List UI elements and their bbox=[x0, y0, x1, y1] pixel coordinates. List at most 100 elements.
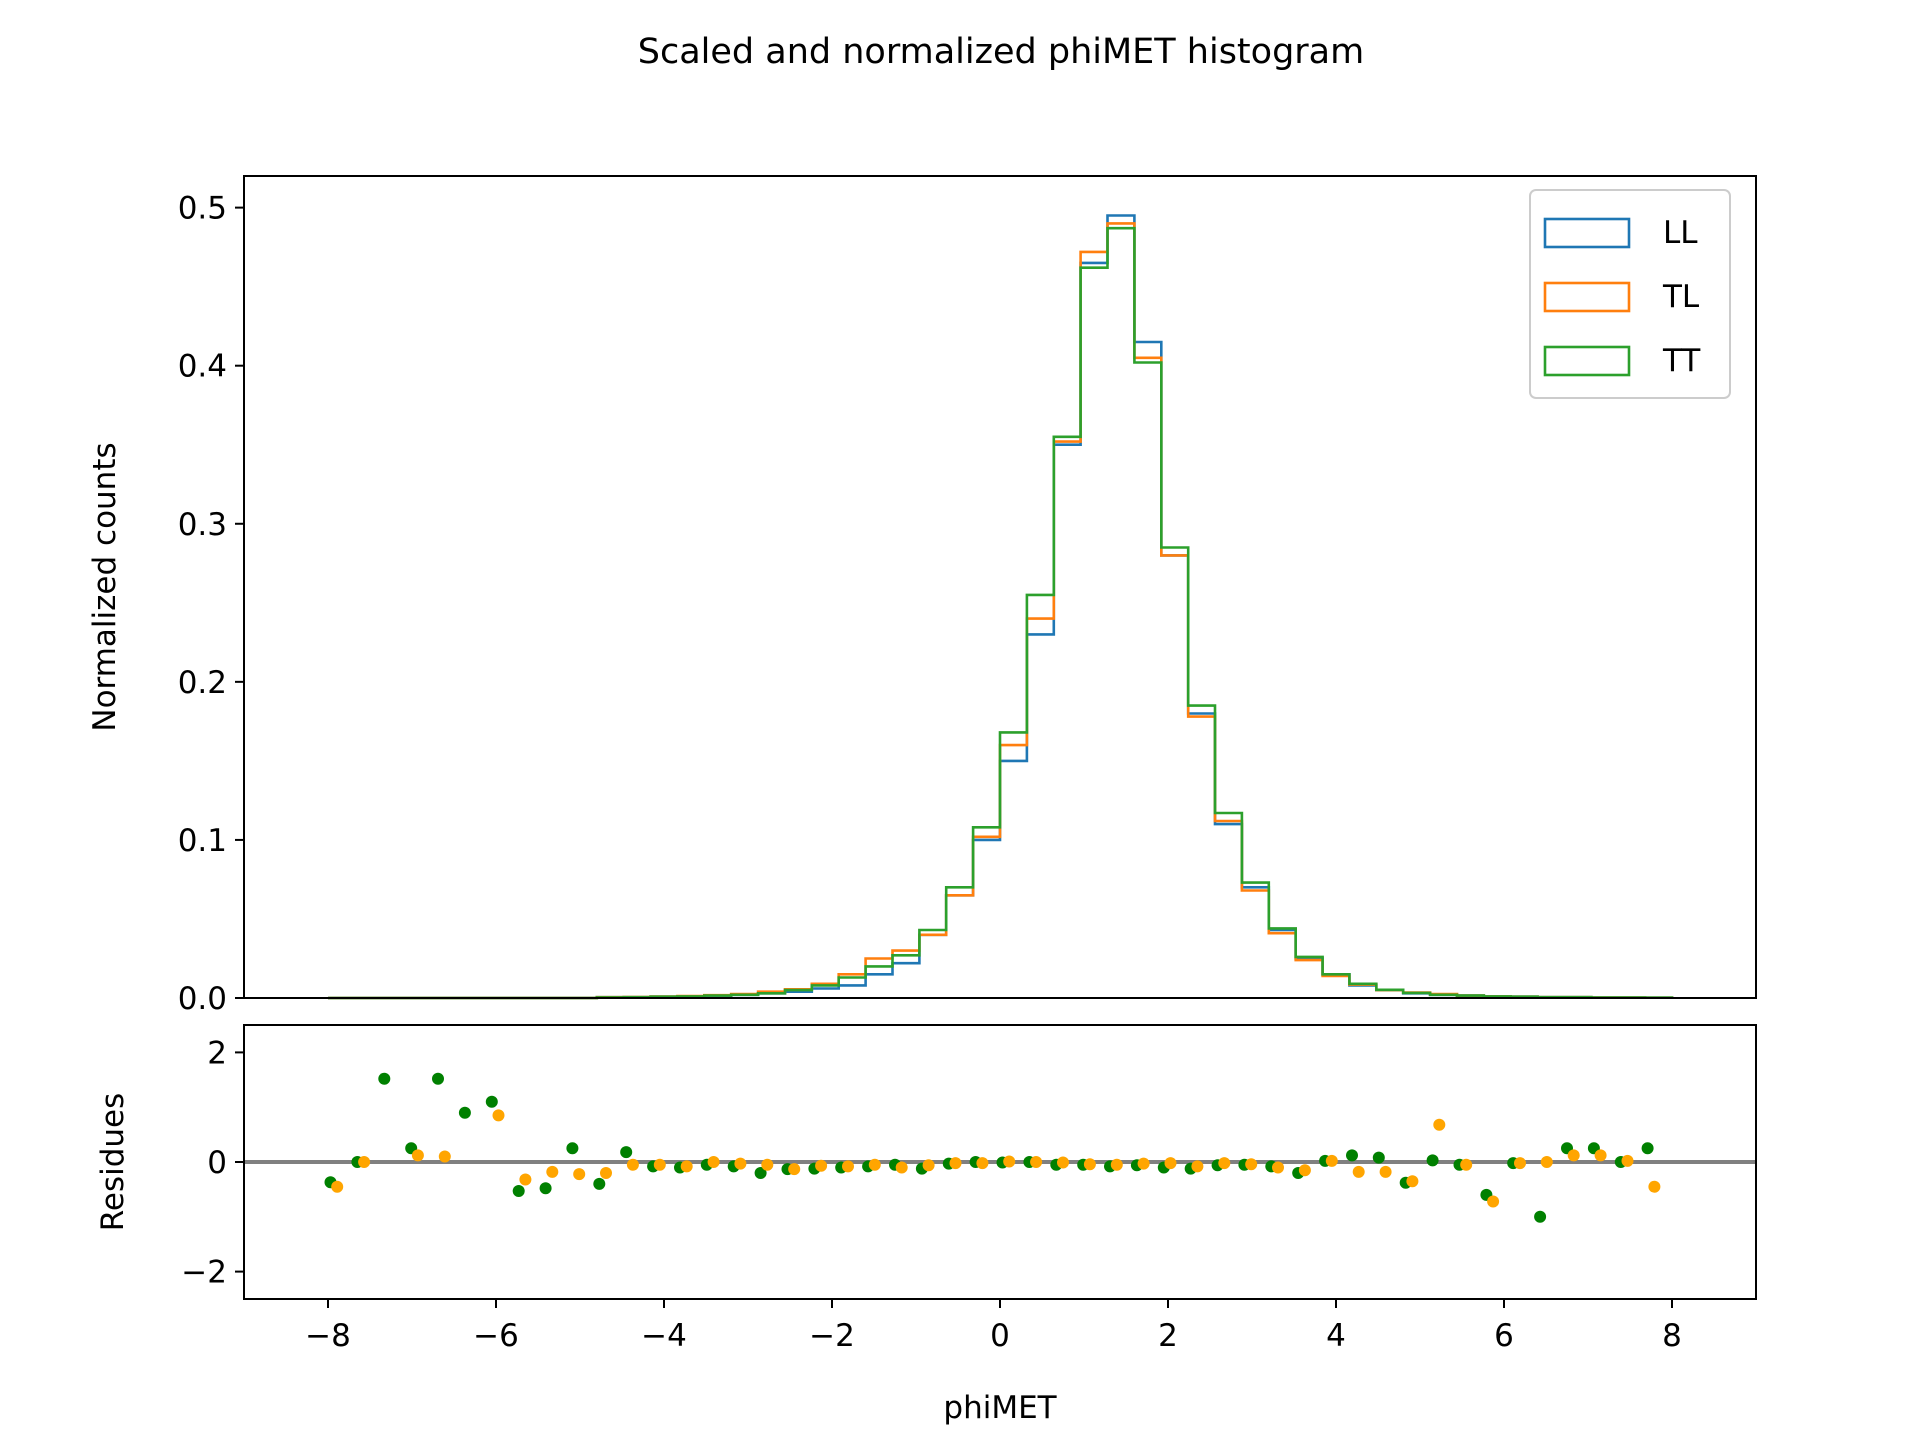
residue-point-orange bbox=[519, 1173, 532, 1186]
residue-point-orange bbox=[1433, 1118, 1446, 1131]
residue-point-orange bbox=[438, 1150, 451, 1163]
residue-point-orange bbox=[1540, 1156, 1553, 1168]
residue-point-green bbox=[1372, 1151, 1385, 1164]
residue-point-orange bbox=[1137, 1157, 1150, 1170]
x-axis-label: phiMET bbox=[943, 1390, 1057, 1426]
residue-point-orange bbox=[1164, 1157, 1177, 1170]
histogram-axes-frame bbox=[243, 175, 1757, 999]
residue-point-orange bbox=[1298, 1164, 1311, 1177]
residue-point-orange bbox=[1487, 1195, 1500, 1208]
residue-point-green bbox=[1534, 1210, 1547, 1223]
residues-y-tick-label: 0 bbox=[207, 1145, 227, 1181]
residue-point-green bbox=[754, 1167, 767, 1179]
residues-points-group bbox=[324, 1072, 1661, 1223]
residues-x-ticks: −8 −6 −4 −2 0 2 4 6 8 bbox=[305, 1299, 1682, 1354]
residues-y-ticks: −2 0 2 bbox=[181, 1035, 244, 1291]
residue-point-orange bbox=[573, 1168, 586, 1181]
legend-swatch-tl bbox=[1543, 281, 1631, 313]
residue-point-green bbox=[1641, 1142, 1654, 1155]
x-tick-label: 0 bbox=[990, 1318, 1010, 1354]
x-tick-label: 6 bbox=[1494, 1318, 1514, 1354]
histogram-series-tl bbox=[328, 222, 1674, 1000]
residue-point-orange bbox=[331, 1180, 344, 1193]
residue-point-orange bbox=[1030, 1156, 1043, 1168]
x-tick-label: 2 bbox=[1158, 1318, 1178, 1354]
x-tick-label: −8 bbox=[305, 1318, 351, 1354]
residue-point-orange bbox=[600, 1167, 612, 1179]
residue-point-orange bbox=[761, 1158, 774, 1171]
residues-panel: −2 0 2 −8 −6 −4 −2 0 2 4 6 8 Residues phiMET bbox=[95, 1024, 1757, 1426]
histogram-series-tt bbox=[328, 226, 1674, 1000]
residue-point-orange bbox=[734, 1157, 747, 1170]
histogram-y-tick-label: 0.4 bbox=[178, 349, 227, 385]
residues-y-tick-label: 2 bbox=[207, 1035, 227, 1071]
legend-swatch-tt bbox=[1543, 345, 1631, 377]
residue-point-green bbox=[1346, 1149, 1358, 1162]
residue-point-orange bbox=[1567, 1149, 1580, 1162]
legend-label-ll: LL bbox=[1663, 215, 1698, 251]
residue-point-orange bbox=[1621, 1154, 1634, 1167]
residue-point-orange bbox=[1379, 1165, 1392, 1178]
residue-point-orange bbox=[976, 1157, 989, 1170]
residue-point-orange bbox=[868, 1158, 881, 1171]
residue-point-orange bbox=[815, 1159, 828, 1172]
residue-point-orange bbox=[1057, 1156, 1069, 1169]
histogram-y-tick-label: 0.5 bbox=[178, 191, 227, 227]
x-tick-label: −4 bbox=[641, 1318, 687, 1354]
histogram-y-ticks: 0.0 0.1 0.2 0.3 0.4 0.5 bbox=[178, 191, 244, 1017]
histogram-y-tick-label: 0.3 bbox=[178, 507, 227, 543]
residue-point-green bbox=[593, 1177, 606, 1190]
legend: LL TL TT bbox=[1529, 189, 1731, 399]
residue-point-green bbox=[566, 1142, 579, 1155]
residue-point-orange bbox=[922, 1159, 935, 1172]
residue-point-orange bbox=[1514, 1157, 1526, 1170]
residue-point-orange bbox=[1110, 1158, 1123, 1171]
residue-point-green bbox=[458, 1106, 471, 1119]
residues-y-axis-label: Residues bbox=[95, 1093, 131, 1232]
residue-point-orange bbox=[1003, 1155, 1016, 1168]
residue-point-orange bbox=[492, 1109, 505, 1122]
residue-point-orange bbox=[1406, 1175, 1419, 1188]
residue-point-orange bbox=[1352, 1165, 1365, 1178]
residue-point-green bbox=[539, 1182, 552, 1195]
histogram-y-tick-label: 0.1 bbox=[178, 823, 227, 859]
residue-point-orange bbox=[1218, 1157, 1231, 1170]
residue-point-orange bbox=[411, 1149, 424, 1162]
residue-point-green bbox=[432, 1072, 444, 1085]
residue-point-orange bbox=[1272, 1161, 1284, 1174]
residue-point-green bbox=[485, 1095, 498, 1108]
residue-point-green bbox=[378, 1072, 391, 1085]
legend-label-tl: TL bbox=[1662, 279, 1700, 315]
histogram-series-ll bbox=[328, 214, 1674, 1000]
residue-point-orange bbox=[1594, 1149, 1607, 1162]
residue-point-orange bbox=[358, 1156, 371, 1168]
x-tick-label: −6 bbox=[473, 1318, 519, 1354]
residue-point-green bbox=[620, 1146, 633, 1159]
legend-label-tt: TT bbox=[1662, 343, 1701, 379]
residue-point-orange bbox=[949, 1157, 962, 1170]
residue-point-orange bbox=[680, 1160, 693, 1173]
x-tick-label: 8 bbox=[1662, 1318, 1682, 1354]
residue-point-orange bbox=[842, 1160, 854, 1173]
x-tick-label: −2 bbox=[809, 1318, 855, 1354]
histogram-y-tick-label: 0.2 bbox=[178, 665, 227, 701]
residues-y-tick-label: −2 bbox=[181, 1255, 227, 1291]
residue-point-orange bbox=[1083, 1158, 1096, 1171]
residue-point-green bbox=[512, 1185, 525, 1197]
residue-point-orange bbox=[895, 1161, 908, 1174]
residue-point-orange bbox=[1460, 1158, 1473, 1171]
histogram-panel: 0.0 0.1 0.2 0.3 0.4 0.5 Normalized counts LL T… bbox=[87, 175, 1757, 1017]
residue-point-orange bbox=[653, 1158, 666, 1171]
legend-items: LL TL TT bbox=[1543, 215, 1701, 379]
x-tick-label: 4 bbox=[1326, 1318, 1346, 1354]
residue-point-orange bbox=[788, 1163, 801, 1176]
figure-title: Scaled and normalized phiMET histogram bbox=[638, 32, 1364, 72]
residue-point-green bbox=[1426, 1154, 1439, 1167]
histogram-series-group bbox=[328, 214, 1674, 1000]
histogram-y-tick-label: 0.0 bbox=[178, 981, 227, 1017]
residue-point-orange bbox=[546, 1165, 559, 1178]
histogram-y-axis-label: Normalized counts bbox=[87, 442, 123, 731]
residue-point-orange bbox=[1245, 1158, 1258, 1171]
residue-point-orange bbox=[707, 1156, 720, 1168]
